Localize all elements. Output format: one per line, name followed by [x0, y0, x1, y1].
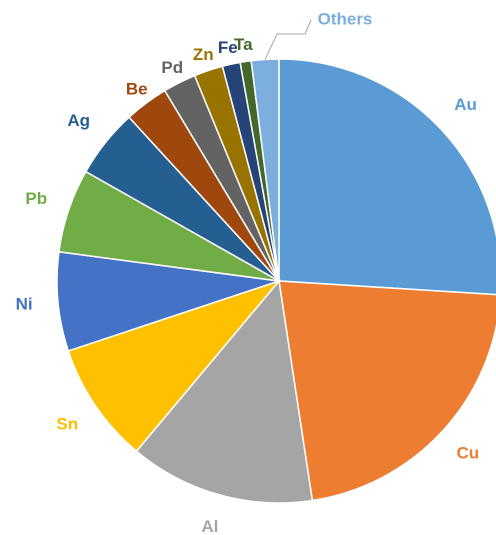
slice-label: Cu	[456, 443, 479, 462]
slice-label: Others	[318, 9, 373, 28]
leader-line	[264, 19, 312, 60]
pie-slice	[56, 250, 280, 352]
slice-label: Ag	[67, 111, 90, 130]
slice-label: Pb	[25, 189, 47, 208]
slice-label: Ni	[16, 295, 33, 314]
slice-label: Zn	[193, 45, 214, 64]
slice-label: Fe	[218, 38, 238, 57]
pie-slice	[278, 280, 496, 502]
slice-label: Al	[201, 517, 218, 535]
slice-label: Be	[126, 80, 148, 99]
slice-label: Pd	[161, 58, 183, 77]
slice-label: Au	[454, 95, 477, 114]
slice-label: Ta	[234, 35, 253, 54]
pie-slice	[67, 279, 282, 453]
pie-slice	[278, 58, 496, 296]
slice-label: Sn	[56, 414, 78, 433]
pie-slice	[135, 279, 314, 504]
